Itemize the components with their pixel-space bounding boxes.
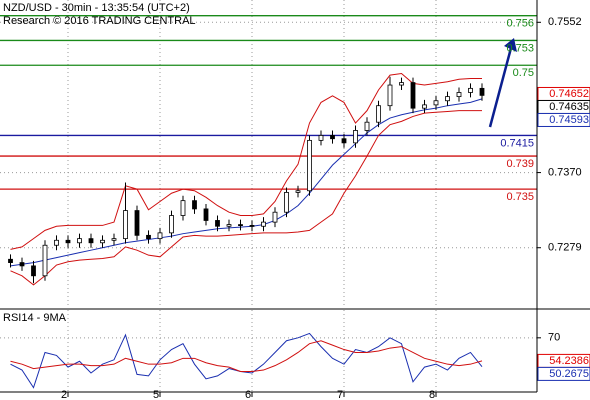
level-label: 0.735 — [506, 191, 534, 203]
level-label: 0.75 — [513, 67, 534, 79]
level-label: 0.753 — [506, 42, 534, 54]
value-tag-label: 50.2675 — [549, 368, 589, 380]
value-tag-label: 0.74652 — [549, 88, 589, 100]
candle-body — [261, 221, 266, 227]
candle-body — [364, 121, 370, 131]
candle-body — [387, 84, 393, 107]
candle-body — [42, 244, 48, 277]
candle-body — [226, 224, 232, 227]
plot — [0, 15, 537, 389]
candle-body — [479, 87, 485, 96]
candle-body — [100, 239, 105, 244]
value-tag-label: 0.74593 — [549, 114, 589, 126]
candle-body — [88, 238, 94, 244]
indicator-line — [10, 340, 483, 372]
candle-body — [238, 224, 243, 227]
candle-body — [77, 238, 82, 244]
level-label: 0.7415 — [500, 137, 534, 149]
candle-body — [410, 82, 416, 109]
x-tick-label: 5 — [153, 389, 159, 400]
candle-body — [249, 225, 255, 227]
value-tag-label: 54.2386 — [549, 355, 589, 367]
y-tick-label: 0.7370 — [548, 166, 582, 178]
candle-body — [330, 135, 335, 140]
value-tag — [537, 112, 590, 127]
candle-body — [272, 211, 278, 223]
candle-body — [399, 82, 404, 86]
candle-body — [19, 262, 25, 267]
projection-arrow — [488, 47, 513, 128]
labels: 0.7552 0.7370 0.7279 2 5 6 7 8 0.756 0.753 0.75 0.7… — [61, 16, 590, 400]
candle-body — [8, 258, 13, 263]
candle-body — [65, 239, 71, 244]
candle-body — [295, 190, 301, 193]
candle-body — [433, 100, 439, 106]
candle-body — [318, 135, 324, 141]
candle-body — [422, 104, 427, 109]
level-label: 0.756 — [506, 18, 534, 30]
candle-body — [215, 220, 220, 227]
indicator-line — [10, 98, 483, 267]
panel-title: RSI14 - 9MA — [3, 312, 67, 324]
level-label: 0.739 — [506, 158, 534, 170]
projection-arrowhead — [504, 38, 517, 52]
candle-body — [376, 105, 381, 123]
candle-body — [353, 130, 358, 144]
x-tick-label: 6 — [245, 389, 251, 400]
candle-body — [445, 96, 450, 102]
x-tick-label: 8 — [429, 389, 435, 400]
candle-body — [169, 215, 174, 234]
candle-body — [157, 232, 163, 240]
x-tick-label: 2 — [61, 389, 67, 400]
y-tick-label: 0.7279 — [548, 242, 582, 254]
candle-body — [192, 200, 197, 210]
value-tag — [537, 366, 590, 381]
candle-body — [54, 239, 59, 246]
candle-body — [146, 234, 151, 240]
candle-body — [456, 92, 462, 98]
indicator-line — [10, 72, 482, 250]
x-tick-label: 7 — [337, 389, 343, 400]
candle-body — [111, 238, 117, 241]
candle-body — [307, 139, 312, 192]
y-tick-label: 70 — [548, 332, 560, 344]
chart-title: NZD/USD - 30min - 13:35:54 (UTC+2) — [3, 2, 190, 14]
indicator-line — [10, 332, 483, 389]
candle-body — [134, 210, 140, 236]
candle-body — [341, 138, 347, 144]
grid — [0, 0, 541, 397]
candle-body — [203, 208, 209, 221]
candle-body — [468, 87, 473, 93]
y-tick-label: 0.7552 — [548, 16, 582, 28]
candle-body — [180, 200, 186, 216]
chart-subtitle: Research © 2016 TRADING CENTRAL — [3, 15, 196, 27]
candle-body — [123, 210, 128, 240]
indicator-line — [10, 110, 482, 286]
candle-body — [31, 265, 36, 277]
candle-body — [284, 191, 289, 213]
value-tag-label: 0.74635 — [549, 101, 589, 113]
